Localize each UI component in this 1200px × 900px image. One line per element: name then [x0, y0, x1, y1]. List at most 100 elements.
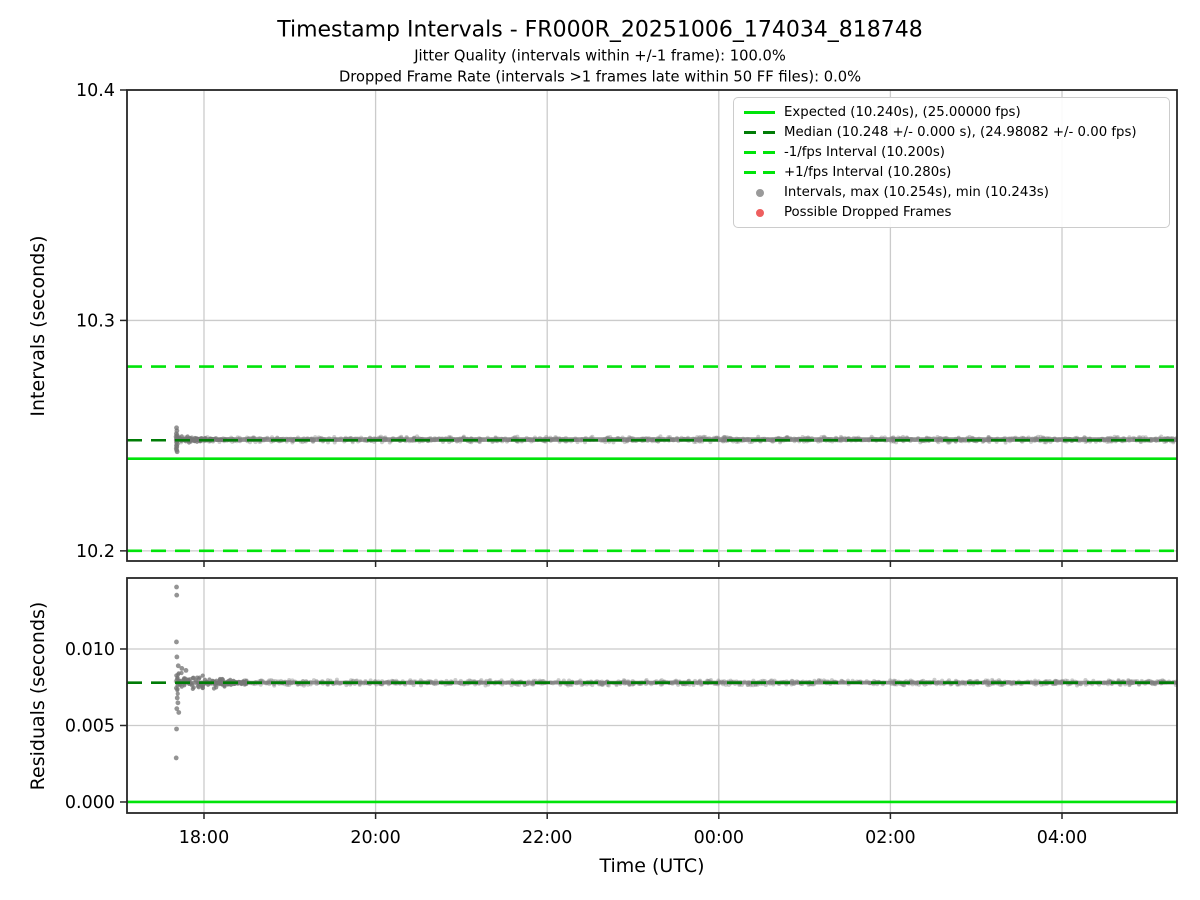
interval-point	[1010, 681, 1015, 686]
interval-point	[961, 681, 966, 686]
interval-point	[1127, 438, 1132, 443]
interval-point	[524, 435, 529, 440]
interval-point	[1008, 436, 1013, 441]
interval-point	[325, 678, 330, 683]
interval-point	[1126, 678, 1131, 683]
interval-point	[485, 435, 490, 440]
interval-point	[291, 437, 296, 442]
interval-point	[1030, 436, 1035, 441]
interval-point	[1160, 678, 1165, 683]
interval-point	[357, 437, 362, 442]
interval-outlier-point	[174, 592, 180, 598]
interval-point	[237, 438, 242, 443]
interval-point	[818, 678, 823, 683]
interval-point	[589, 435, 594, 440]
interval-point	[358, 680, 363, 685]
interval-point	[429, 438, 434, 443]
interval-point	[837, 437, 842, 442]
interval-point	[915, 680, 920, 685]
interval-point	[622, 440, 627, 445]
interval-point	[363, 436, 368, 441]
interval-point	[674, 435, 679, 440]
x-tick-label: 18:00	[179, 828, 229, 848]
interval-point	[794, 437, 799, 442]
y-tick-label: 10.3	[76, 311, 115, 331]
interval-point	[701, 434, 706, 439]
interval-point	[742, 438, 747, 443]
interval-point	[902, 683, 907, 688]
interval-point	[767, 681, 772, 686]
interval-point	[481, 437, 486, 442]
interval-point	[526, 438, 531, 443]
interval-point	[408, 678, 413, 683]
interval-point	[674, 680, 679, 685]
interval-point	[314, 678, 319, 683]
interval-point	[411, 436, 416, 441]
interval-outlier-point	[174, 584, 179, 590]
legend-entry-label: Possible Dropped Frames	[784, 204, 952, 220]
interval-point	[651, 438, 656, 443]
interval-point	[697, 439, 702, 444]
interval-point	[996, 678, 1001, 683]
interval-point	[963, 682, 968, 687]
interval-point	[432, 437, 437, 442]
interval-point	[434, 436, 439, 441]
interval-point	[314, 681, 319, 686]
interval-point	[614, 683, 619, 688]
interval-point	[768, 678, 773, 683]
interval-point	[967, 434, 972, 439]
interval-point	[334, 677, 339, 682]
interval-point	[576, 680, 581, 685]
interval-point	[724, 435, 729, 440]
interval-point	[288, 436, 293, 441]
interval-point	[363, 679, 368, 684]
interval-outlier-point	[174, 449, 180, 455]
interval-point	[649, 682, 654, 687]
interval-point	[1081, 436, 1086, 441]
interval-point	[693, 439, 698, 444]
interval-point	[947, 678, 952, 683]
interval-point	[1083, 437, 1088, 442]
interval-point	[583, 435, 588, 440]
interval-point	[1054, 680, 1059, 685]
residuals-plot: 0.000 0.005 0.010 18:00 20:00 22:00 00:00 02:00…	[65, 577, 1178, 848]
interval-point	[1009, 680, 1014, 685]
interval-point	[789, 682, 794, 687]
interval-point	[909, 437, 914, 442]
interval-point	[723, 439, 728, 444]
interval-outlier-point	[174, 726, 179, 732]
interval-point	[483, 683, 488, 688]
interval-point	[1081, 437, 1086, 442]
interval-point	[728, 435, 733, 440]
interval-point	[695, 435, 700, 440]
interval-point	[694, 437, 699, 442]
interval-point	[602, 681, 607, 686]
interval-point	[1149, 438, 1154, 443]
interval-point	[982, 680, 987, 685]
interval-point	[1104, 680, 1109, 685]
interval-outlier-point	[175, 700, 181, 706]
interval-point	[1005, 680, 1010, 685]
interval-point	[822, 434, 827, 439]
legend-marker	[744, 103, 775, 122]
interval-point	[602, 681, 607, 686]
interval-point	[1101, 681, 1106, 686]
interval-point	[722, 679, 727, 684]
interval-point	[264, 681, 269, 686]
interval-point	[693, 678, 698, 683]
interval-point	[691, 682, 696, 687]
interval-outlier-point	[174, 706, 180, 712]
interval-point	[359, 435, 364, 440]
interval-point	[532, 435, 537, 440]
interval-point	[644, 677, 649, 682]
interval-point	[267, 678, 272, 683]
interval-point	[890, 679, 895, 684]
interval-point	[418, 683, 423, 688]
interval-point	[526, 679, 531, 684]
interval-point	[901, 683, 906, 688]
interval-point	[717, 680, 722, 685]
interval-point	[363, 681, 368, 686]
interval-point	[987, 682, 992, 687]
interval-point	[817, 437, 822, 442]
interval-point	[383, 437, 388, 442]
